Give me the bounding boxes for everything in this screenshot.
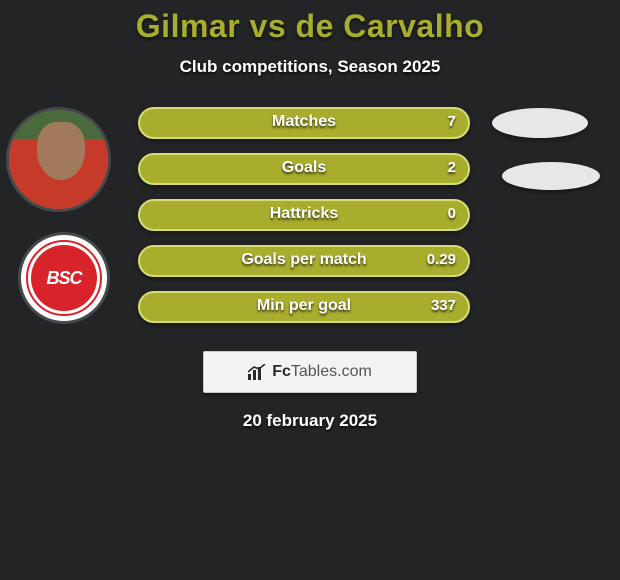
stat-value: 7 [448,107,456,139]
stat-value: 337 [431,291,456,323]
stat-bar [138,107,470,139]
stat-row: Matches7 [138,107,470,140]
player2-club-badge: BSC [18,232,110,324]
opponent-blob [502,162,600,190]
stat-row: Goals2 [138,153,470,186]
opponent-blob [492,108,588,138]
stat-row: Goals per match0.29 [138,245,470,278]
stat-value: 2 [448,153,456,185]
stat-row: Hattricks0 [138,199,470,232]
stat-bar [138,291,470,323]
stat-bar [138,199,470,231]
stat-value: 0 [448,199,456,231]
stat-bars: Matches7 Goals2 Hattricks0 Goals per match0… [138,107,470,337]
subtitle: Club competitions, Season 2025 [0,57,620,77]
stat-bar [138,245,470,277]
stat-bar [138,153,470,185]
page-title: Gilmar vs de Carvalho [0,0,620,45]
date-caption: 20 february 2025 [0,411,620,431]
stat-row: Min per goal337 [138,291,470,324]
chart-icon [248,364,266,380]
brand-rest: Tables.com [291,363,372,381]
player1-avatar [6,107,111,212]
comparison-panel: BSC Matches7 Goals2 Hattricks0 Goals per ma… [0,107,620,347]
brand-bold: Fc [272,363,291,381]
stat-value: 0.29 [427,245,456,277]
source-badge[interactable]: FcTables.com [203,351,417,393]
